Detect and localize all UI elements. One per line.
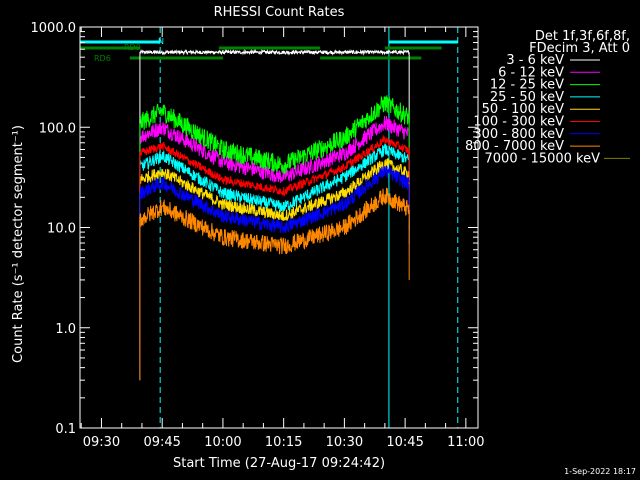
legend-label-6: 300 - 800 keV: [473, 127, 564, 142]
x-tick-label-0: 09:30: [83, 435, 120, 450]
y-tick-label-4: 1000.0: [31, 21, 77, 36]
series-line-3: [139, 143, 410, 213]
annotation-label-n: N: [158, 37, 164, 46]
legend-label-5: 100 - 300 keV: [473, 115, 564, 130]
series-line-0: [139, 48, 410, 56]
x-tick-label-5: 10:45: [386, 435, 423, 450]
timestamp: 1-Sep-2022 18:17: [564, 467, 636, 476]
y-axis-label: Count Rate (s⁻¹ detector segment⁻¹): [11, 125, 26, 363]
legend-label-0: 3 - 6 keV: [506, 53, 564, 68]
legend: Det 1f,3f,6f,8f, FDecim 3, Att 0 3 - 6 k…: [465, 29, 630, 166]
y-tick-label-3: 100.0: [39, 121, 76, 136]
x-axis-label: Start Time (27-Aug-17 09:24:42): [173, 456, 385, 471]
y-tick-label-2: 10.0: [47, 222, 76, 237]
legend-label-8: 7000 - 15000 keV: [485, 151, 601, 166]
plot-inner: [80, 27, 459, 428]
series-line-2: [139, 95, 410, 175]
x-tick-label-4: 10:30: [326, 435, 363, 450]
y-tick-label-0: 0.1: [55, 422, 76, 437]
plot-area: N RD0 RD6: [80, 27, 459, 428]
series-line-4: [139, 158, 410, 221]
annotation-label-rd6: RD6: [94, 54, 111, 63]
series-line-5: [139, 134, 410, 197]
legend-label-7: 800 - 7000 keV: [465, 139, 564, 154]
legend-label-3: 25 - 50 keV: [490, 90, 564, 105]
series-line-6: [139, 164, 410, 234]
legend-label-1: 6 - 12 keV: [498, 65, 564, 80]
series-line-7: [139, 187, 410, 255]
series-line-1: [139, 116, 410, 183]
legend-header-line-2: FDecim 3, Att 0: [529, 41, 630, 56]
chart-title: RHESSI Count Rates: [214, 5, 345, 20]
axes: 0.1 1.0 10.0 100.0 1000.0 09:30 09:45 10:00 10:1…: [31, 21, 485, 450]
legend-label-4: 50 - 100 keV: [482, 102, 565, 117]
y-tick-label-1: 1.0: [55, 322, 76, 337]
x-tick-label-1: 09:45: [143, 435, 180, 450]
legend-header-line-1: Det 1f,3f,6f,8f,: [535, 29, 630, 44]
x-tick-label-6: 11:00: [447, 435, 484, 450]
annotation-label-rd0: RD0: [124, 43, 141, 52]
x-tick-label-2: 10:00: [204, 435, 241, 450]
legend-label-2: 12 - 25 keV: [490, 78, 564, 93]
x-tick-label-3: 10:15: [265, 435, 302, 450]
